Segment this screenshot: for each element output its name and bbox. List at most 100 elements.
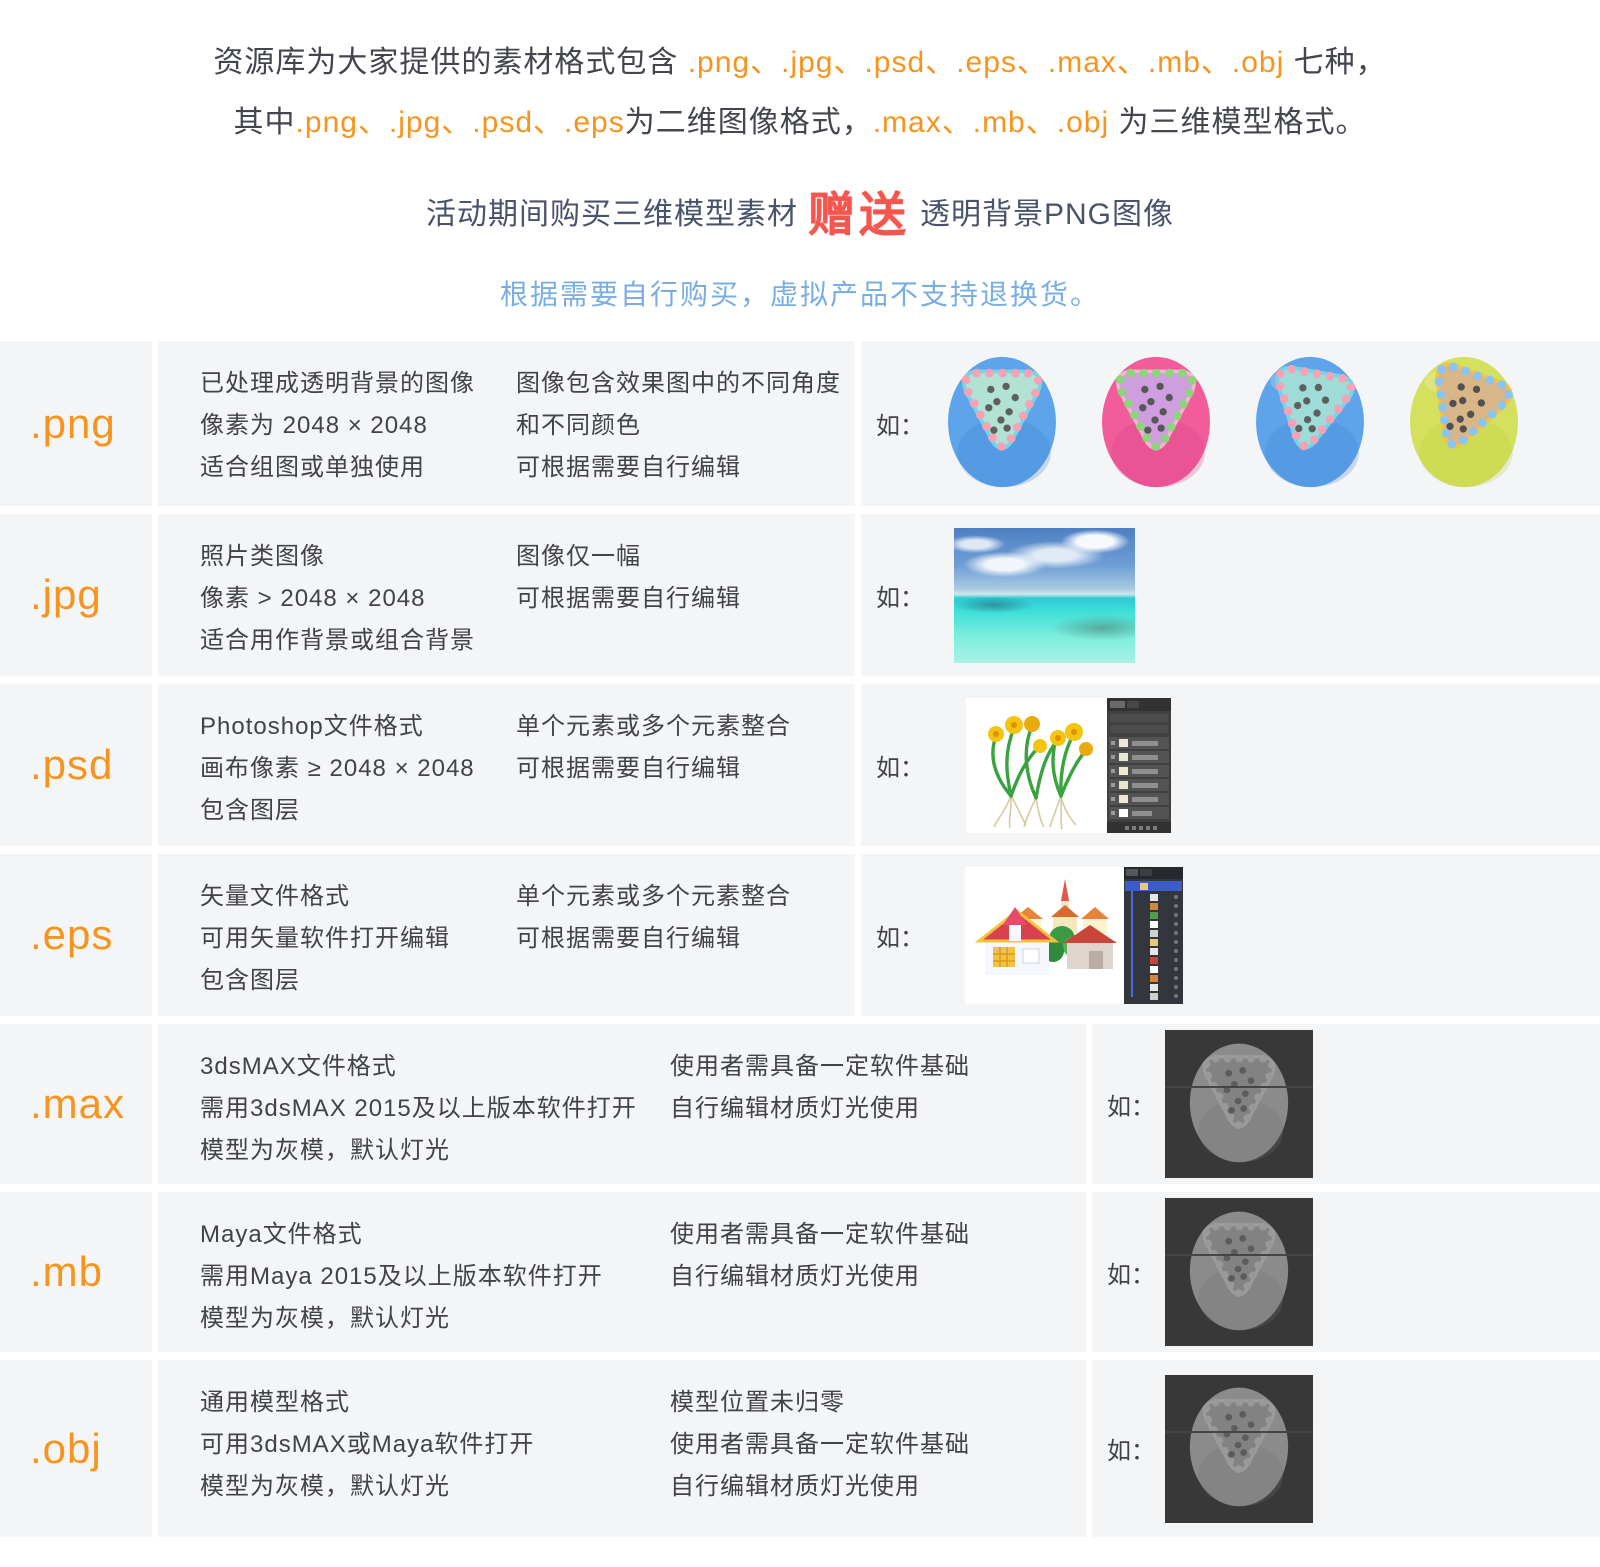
page-header: 资源库为大家提供的素材格式包含 .png、.jpg、.psd、.eps、.max… bbox=[0, 0, 1600, 313]
format-list-3d: .max、.mb、.obj bbox=[872, 106, 1110, 139]
desc-line: 画布像素 ≥ 2048 × 2048 bbox=[200, 755, 475, 782]
format-row-png: .png 已处理成透明背景的图像 像素为 2048 × 2048 适合组图或单独… bbox=[0, 341, 1600, 506]
format-ext: .mb bbox=[30, 1248, 104, 1295]
desc-column-1: 已处理成透明背景的图像 像素为 2048 × 2048 适合组图或单独使用 bbox=[200, 371, 516, 506]
intro-line-2: 其中.png、.jpg、.psd、.eps为二维图像格式，.max、.mb、.o… bbox=[0, 104, 1600, 142]
example-label: 如： bbox=[1107, 1093, 1155, 1121]
format-label-cell: .psd bbox=[0, 684, 152, 846]
png-example-balls bbox=[946, 352, 1520, 495]
format-ext: .max bbox=[30, 1080, 126, 1127]
desc-line: 单个元素或多个元素整合 bbox=[516, 713, 791, 740]
example-label: 如： bbox=[876, 584, 924, 612]
intro-line-1: 资源库为大家提供的素材格式包含 .png、.jpg、.psd、.eps、.max… bbox=[0, 44, 1600, 82]
mb-example-render bbox=[1165, 1198, 1313, 1346]
promo-line: 活动期间购买三维模型素材 赠送 透明背景PNG图像 bbox=[0, 176, 1600, 245]
desc-line: 包含图层 bbox=[200, 797, 300, 824]
format-ext: .psd bbox=[30, 741, 114, 788]
desc-line: 像素为 2048 × 2048 bbox=[200, 412, 428, 439]
desc-line: 适合用作背景或组合背景 bbox=[200, 627, 475, 654]
format-row-mb: .mb Maya文件格式 需用Maya 2015及以上版本软件打开 模型为灰模，… bbox=[0, 1192, 1600, 1352]
desc-line: 适合组图或单独使用 bbox=[200, 454, 425, 481]
desc-line: 照片类图像 bbox=[200, 543, 325, 570]
desc-line: 像素 > 2048 × 2048 bbox=[200, 585, 426, 612]
format-desc-cell: 矢量文件格式 可用矢量软件打开编辑 包含图层 单个元素或多个元素整合 可根据需要… bbox=[158, 854, 855, 1016]
format-ext: .jpg bbox=[30, 571, 102, 618]
desc-line: 可用矢量软件打开编辑 bbox=[200, 925, 450, 952]
example-cell: 如： bbox=[861, 341, 1600, 506]
example-label: 如： bbox=[1107, 1261, 1155, 1289]
max-example-render bbox=[1165, 1030, 1313, 1178]
psd-example-group bbox=[966, 697, 1171, 833]
desc-line: 通用模型格式 bbox=[200, 1389, 350, 1416]
format-desc-cell: 通用模型格式 可用3dsMAX或Maya软件打开 模型为灰模，默认灯光 模型位置… bbox=[158, 1360, 1086, 1537]
eps-example-houses-canvas bbox=[965, 866, 1124, 1004]
format-row-jpg: .jpg 照片类图像 像素 > 2048 × 2048 适合用作背景或组合背景 … bbox=[0, 514, 1600, 676]
desc-column-2: 使用者需具备一定软件基础 自行编辑材质灯光使用 bbox=[670, 1222, 1086, 1352]
photoshop-layers-panel bbox=[1107, 697, 1171, 833]
promo-text-after: 透明背景PNG图像 bbox=[919, 198, 1174, 231]
psd-example-flowers-canvas bbox=[966, 697, 1107, 833]
desc-line: Photoshop文件格式 bbox=[200, 713, 424, 740]
example-cell: 如： bbox=[1092, 1360, 1600, 1537]
format-desc-cell: 已处理成透明背景的图像 像素为 2048 × 2048 适合组图或单独使用 图像… bbox=[158, 341, 855, 506]
desc-line: 模型为灰模，默认灯光 bbox=[200, 1473, 450, 1500]
example-cell: 如： bbox=[861, 854, 1600, 1016]
desc-line: 可根据需要自行编辑 bbox=[516, 454, 741, 481]
format-label-cell: .obj bbox=[0, 1360, 152, 1537]
desc-line: 已处理成透明背景的图像 bbox=[200, 370, 475, 397]
desc-column-2: 图像仅一幅 可根据需要自行编辑 bbox=[516, 544, 855, 676]
gray-model-image bbox=[1188, 1207, 1290, 1338]
format-row-eps: .eps 矢量文件格式 可用矢量软件打开编辑 包含图层 单个元素或多个元素整合 … bbox=[0, 854, 1600, 1016]
desc-line: 自行编辑材质灯光使用 bbox=[670, 1263, 920, 1290]
obj-example-render bbox=[1165, 1374, 1313, 1523]
desc-line: 使用者需具备一定软件基础 bbox=[670, 1053, 970, 1080]
eps-example-group bbox=[965, 866, 1183, 1004]
example-label: 如： bbox=[876, 754, 924, 782]
ball-pink-image bbox=[1100, 352, 1212, 495]
format-label-cell: .jpg bbox=[0, 514, 152, 676]
desc-column-2: 单个元素或多个元素整合 可根据需要自行编辑 bbox=[516, 714, 855, 846]
format-label-cell: .max bbox=[0, 1024, 152, 1184]
format-row-max: .max 3dsMAX文件格式 需用3dsMAX 2015及以上版本软件打开 模… bbox=[0, 1024, 1600, 1184]
intro-text: 资源库为大家提供的素材格式包含 bbox=[213, 46, 688, 79]
intro-text: 为二维图像格式， bbox=[624, 106, 873, 139]
format-label-cell: .mb bbox=[0, 1192, 152, 1352]
desc-line: 矢量文件格式 bbox=[200, 883, 350, 910]
intro-text: 七种， bbox=[1284, 46, 1387, 79]
desc-line: 自行编辑材质灯光使用 bbox=[670, 1095, 920, 1122]
example-cell: 如： bbox=[861, 684, 1600, 846]
intro-text: 为三维模型格式。 bbox=[1109, 106, 1367, 139]
desc-line: 可用3dsMAX或Maya软件打开 bbox=[200, 1431, 535, 1458]
format-label-cell: .png bbox=[0, 341, 152, 506]
desc-column-1: Photoshop文件格式 画布像素 ≥ 2048 × 2048 包含图层 bbox=[200, 714, 516, 846]
desc-column-1: 通用模型格式 可用3dsMAX或Maya软件打开 模型为灰模，默认灯光 bbox=[200, 1390, 670, 1537]
desc-line: 3dsMAX文件格式 bbox=[200, 1053, 397, 1080]
format-ext: .eps bbox=[30, 911, 114, 958]
format-desc-cell: Maya文件格式 需用Maya 2015及以上版本软件打开 模型为灰模，默认灯光… bbox=[158, 1192, 1086, 1352]
format-desc-cell: 照片类图像 像素 > 2048 × 2048 适合用作背景或组合背景 图像仅一幅… bbox=[158, 514, 855, 676]
desc-column-1: Maya文件格式 需用Maya 2015及以上版本软件打开 模型为灰模，默认灯光 bbox=[200, 1222, 670, 1352]
desc-line: 使用者需具备一定软件基础 bbox=[670, 1431, 970, 1458]
desc-line: 自行编辑材质灯光使用 bbox=[670, 1473, 920, 1500]
ball-yellow-image bbox=[1408, 352, 1520, 495]
desc-line: 可根据需要自行编辑 bbox=[516, 755, 741, 782]
desc-column-2: 模型位置未归零 使用者需具备一定软件基础 自行编辑材质灯光使用 bbox=[670, 1390, 1086, 1537]
ball-blue-image bbox=[946, 352, 1058, 495]
desc-column-1: 矢量文件格式 可用矢量软件打开编辑 包含图层 bbox=[200, 884, 516, 1016]
desc-column-2: 图像包含效果图中的不同角度 和不同颜色 可根据需要自行编辑 bbox=[516, 371, 855, 506]
jpg-example-beach-photo bbox=[954, 527, 1135, 663]
example-cell: 如： bbox=[861, 514, 1600, 676]
desc-line: 可根据需要自行编辑 bbox=[516, 925, 741, 952]
gray-model-image bbox=[1188, 1383, 1290, 1514]
intro-text: 其中 bbox=[233, 106, 296, 139]
format-list-2d: .png、.jpg、.psd、.eps bbox=[295, 106, 625, 139]
illustrator-layers-panel bbox=[1124, 866, 1183, 1004]
desc-line: 使用者需具备一定软件基础 bbox=[670, 1221, 970, 1248]
desc-column-2: 使用者需具备一定软件基础 自行编辑材质灯光使用 bbox=[670, 1054, 1086, 1184]
format-ext: .obj bbox=[30, 1424, 102, 1472]
format-row-obj: .obj 通用模型格式 可用3dsMAX或Maya软件打开 模型为灰模，默认灯光… bbox=[0, 1360, 1600, 1537]
format-row-psd: .psd Photoshop文件格式 画布像素 ≥ 2048 × 2048 包含… bbox=[0, 684, 1600, 846]
desc-line: 包含图层 bbox=[200, 967, 300, 994]
desc-line: 需用3dsMAX 2015及以上版本软件打开 bbox=[200, 1095, 637, 1122]
desc-line: 模型为灰模，默认灯光 bbox=[200, 1137, 450, 1164]
